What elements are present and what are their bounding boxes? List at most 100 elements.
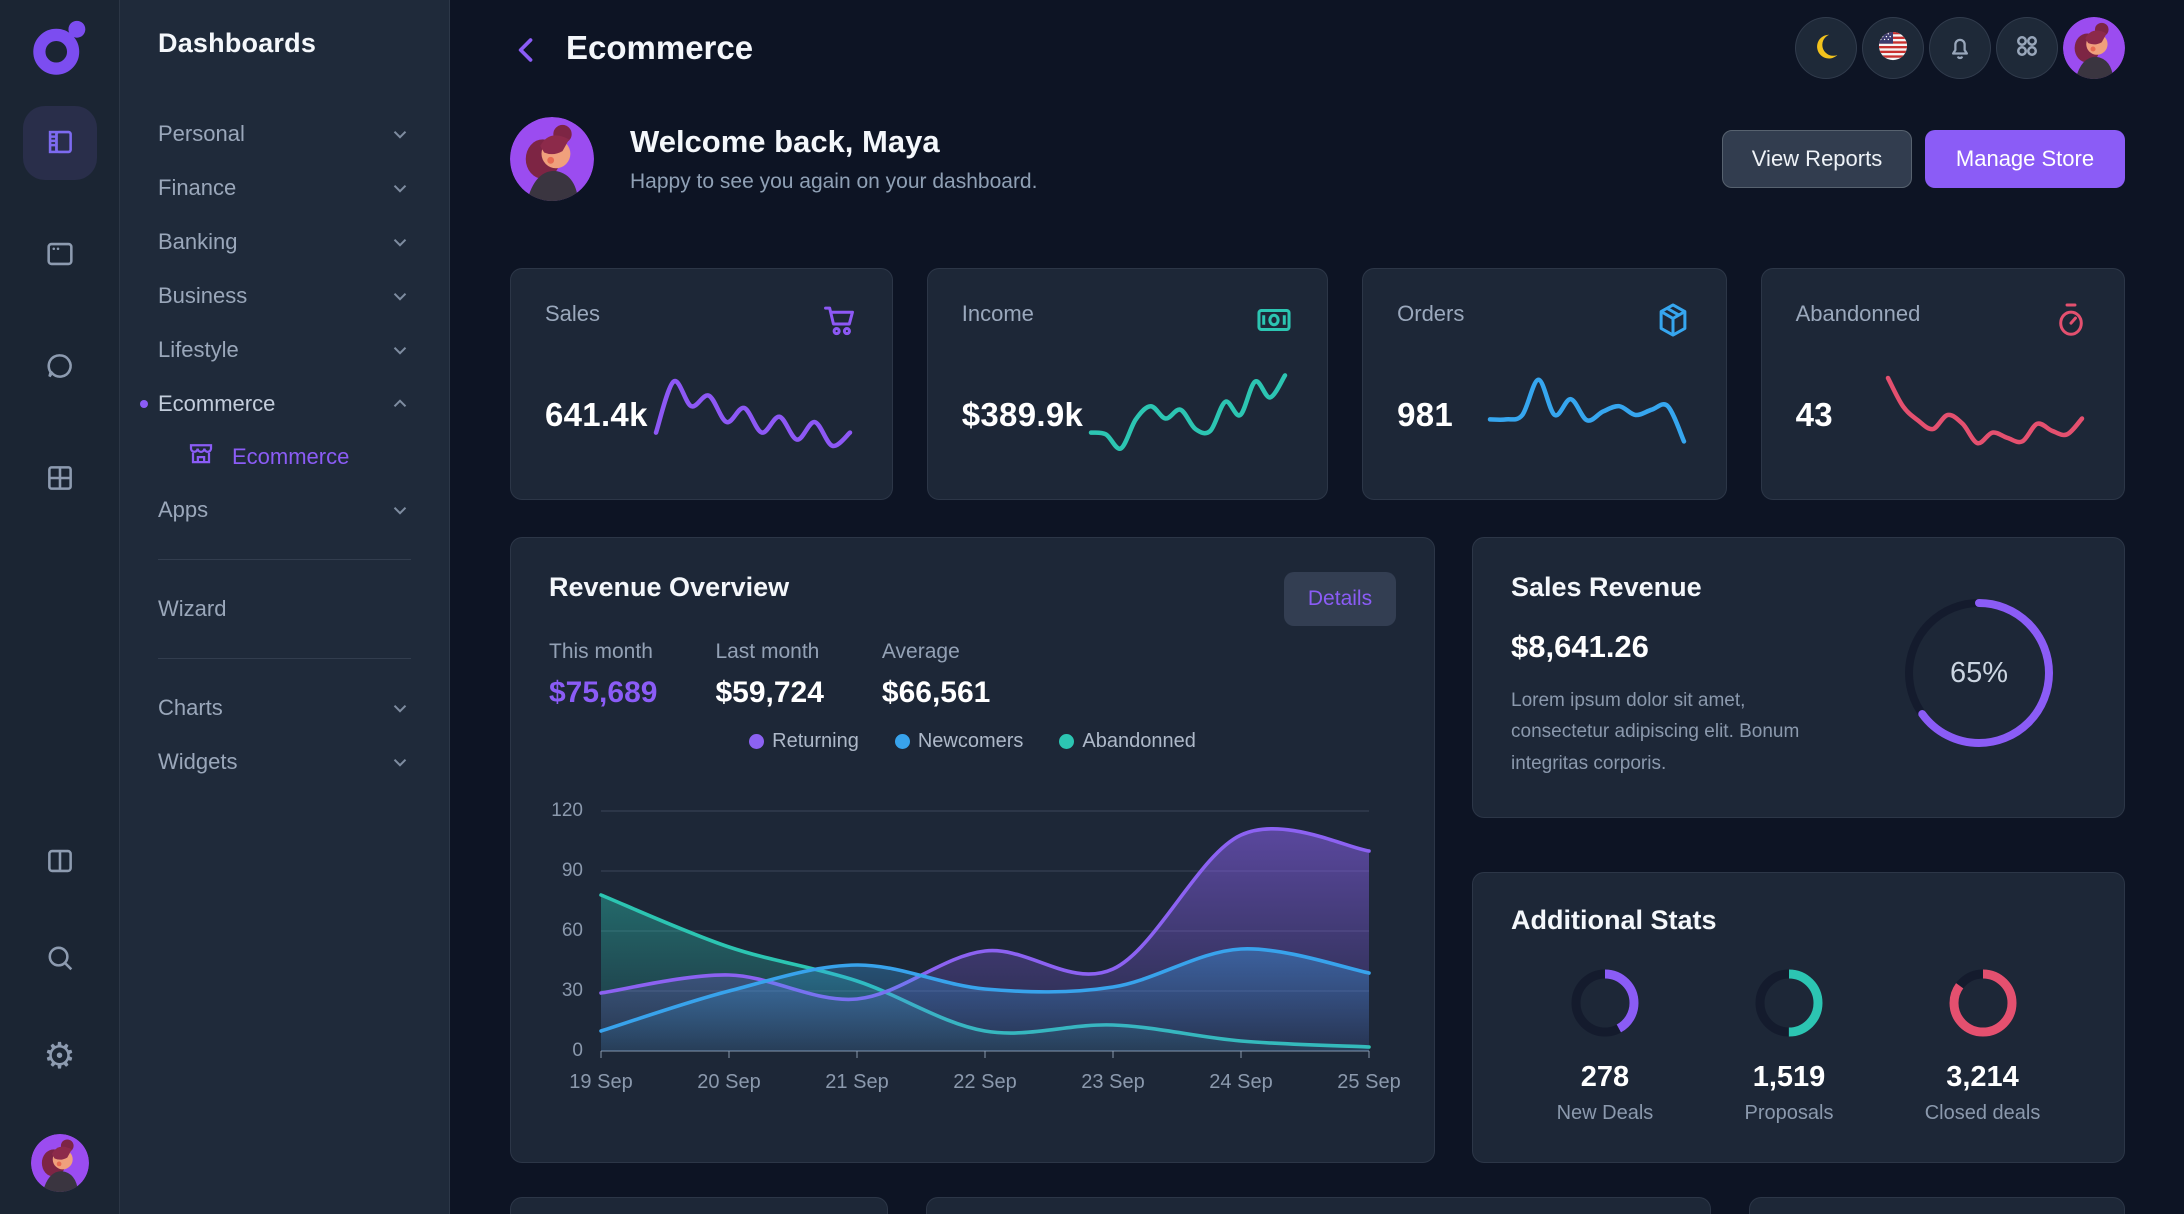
main-content: Ecommerce — [450, 0, 2184, 1214]
stat-card-orders: Orders 981 — [1362, 268, 1727, 500]
rail-item-window[interactable] — [23, 218, 97, 292]
sidebar-item-finance[interactable]: Finance — [120, 161, 449, 215]
brand-logo-icon[interactable] — [30, 18, 90, 78]
stat-value: 43 — [1795, 396, 1833, 433]
sidebar-item-business[interactable]: Business — [120, 269, 449, 323]
x-axis-label: 22 Sep — [953, 1071, 1017, 1093]
rail-item-chat[interactable] — [23, 330, 97, 404]
stat-card-income: Income $389.9k — [926, 268, 1329, 500]
y-axis-label: 60 — [561, 920, 583, 941]
stat-card-abandonned: Abandonned 43 — [1760, 268, 2125, 500]
sidebar-item-banking[interactable]: Banking — [120, 215, 449, 269]
revenue-chart: 0 30 60 90 120 — [551, 779, 1375, 1065]
stat-label: Sales — [545, 301, 601, 326]
window-icon — [43, 237, 77, 274]
area-chart-canvas — [599, 810, 1371, 1058]
sidebar-item-ecommerce[interactable]: Ecommerce — [120, 377, 449, 431]
notifications-button[interactable] — [1929, 16, 1991, 79]
banknote-icon — [1255, 301, 1293, 344]
rail-item-columns[interactable] — [43, 844, 77, 881]
x-axis-label: 24 Sep — [1209, 1071, 1273, 1093]
sidebar-item-charts[interactable]: Charts — [120, 681, 449, 735]
proposals-donut — [1752, 966, 1826, 1045]
mini-stat-proposals: 1,519 Proposals — [1745, 966, 1833, 1125]
legend-dot — [1059, 734, 1075, 749]
settings-gear-icon[interactable]: ⚙ — [43, 1035, 76, 1076]
sidebar-item-widgets[interactable]: Widgets — [120, 735, 449, 789]
closed-deals-donut — [1946, 966, 2020, 1045]
apps-grid-icon — [2012, 31, 2042, 64]
rail-item-grid[interactable] — [23, 442, 97, 516]
chevron-down-icon — [389, 123, 411, 145]
sidebar-heading: Dashboards — [158, 28, 317, 58]
stat-label: Abandonned — [1795, 301, 1921, 326]
welcome-title: Welcome back, Maya — [630, 124, 940, 159]
sidebar-subitem-ecommerce[interactable]: Ecommerce — [120, 431, 449, 483]
sales-revenue-description: Lorem ipsum dolor sit amet, consectetur … — [1511, 690, 1800, 774]
y-axis-label: 90 — [561, 860, 583, 881]
abandonned-sparkline — [1885, 375, 2085, 446]
legend-newcomers: Newcomers — [894, 730, 1023, 753]
back-button[interactable] — [510, 33, 544, 67]
rail-profile-avatar[interactable] — [31, 1134, 89, 1192]
stat-card-sales: Sales 641.4k — [510, 268, 893, 500]
x-axis-label: 23 Sep — [1081, 1071, 1145, 1093]
partial-card — [1749, 1197, 2125, 1214]
shopping-cart-icon — [820, 301, 858, 344]
moon-icon — [1811, 31, 1841, 64]
chevron-down-icon — [389, 285, 411, 307]
x-axis-label: 21 Sep — [825, 1071, 889, 1093]
welcome-avatar — [510, 117, 594, 201]
chevron-up-icon — [389, 393, 411, 415]
page-title: Ecommerce — [566, 28, 754, 66]
partial-card — [926, 1197, 1711, 1214]
chevron-left-icon — [518, 37, 533, 62]
middle-row: Revenue Overview Details This month $75,… — [510, 537, 2125, 1163]
search-icon — [43, 941, 77, 978]
sidebar-item-lifestyle[interactable]: Lifestyle — [120, 323, 449, 377]
language-selector[interactable] — [1862, 16, 1924, 79]
stat-value: 641.4k — [545, 396, 648, 433]
rail-item-dashboards[interactable] — [22, 106, 97, 180]
mini-stat-new-deals: 278 New Deals — [1557, 966, 1653, 1125]
apps-menu-button[interactable] — [1996, 16, 2058, 79]
stat-cards-row: Sales 641.4k Income $ — [510, 268, 2125, 500]
sales-revenue-value: $8,641.26 — [1511, 629, 1649, 664]
sales-revenue-gauge: 65% — [1900, 594, 2058, 752]
details-button[interactable]: Details — [1284, 572, 1396, 626]
new-deals-donut — [1568, 966, 1642, 1045]
dark-mode-toggle[interactable] — [1795, 16, 1857, 79]
view-reports-button[interactable]: View Reports — [1722, 130, 1912, 188]
sidebar-item-wizard[interactable]: Wizard — [158, 596, 227, 621]
chat-bubble-icon — [43, 349, 77, 386]
chevron-down-icon — [389, 499, 411, 521]
y-axis-label: 0 — [572, 1040, 583, 1061]
split-columns-icon — [43, 844, 77, 881]
stat-value: 981 — [1397, 396, 1454, 433]
chevron-down-icon — [389, 339, 411, 361]
sales-revenue-title: Sales Revenue — [1511, 572, 1702, 602]
legend-dot — [749, 734, 765, 749]
additional-stats-card: Additional Stats 278 New Deals — [1472, 872, 2125, 1163]
x-axis: 19 Sep 20 Sep 21 Sep 22 Sep 23 Sep 24 Sep 25 S… — [569, 1071, 1400, 1105]
sidebar-item-apps[interactable]: Apps — [120, 483, 449, 537]
chevron-down-icon — [389, 231, 411, 253]
sidebar-item-personal[interactable]: Personal — [120, 107, 449, 161]
manage-store-button[interactable]: Manage Store — [1925, 130, 2125, 188]
rail-item-search[interactable] — [43, 941, 77, 978]
stat-value: $389.9k — [961, 396, 1084, 433]
x-axis-label: 19 Sep — [569, 1071, 633, 1093]
divider — [158, 559, 411, 560]
topbar: Ecommerce — [510, 0, 2125, 95]
revenue-stat-average: Average $66,561 — [881, 640, 991, 709]
sales-sparkline — [653, 379, 852, 449]
stopwatch-icon — [2052, 301, 2090, 344]
topbar-profile-avatar[interactable] — [2063, 17, 2125, 79]
sales-revenue-card: Sales Revenue $8,641.26 Lorem ipsum dolo… — [1472, 537, 2125, 818]
revenue-overview-card: Revenue Overview Details This month $75,… — [510, 537, 1435, 1163]
bottom-row — [510, 1197, 2125, 1214]
welcome-section: Welcome back, Maya Happy to see you agai… — [510, 117, 2125, 201]
stat-label: Income — [961, 301, 1034, 326]
income-sparkline — [1088, 373, 1288, 451]
